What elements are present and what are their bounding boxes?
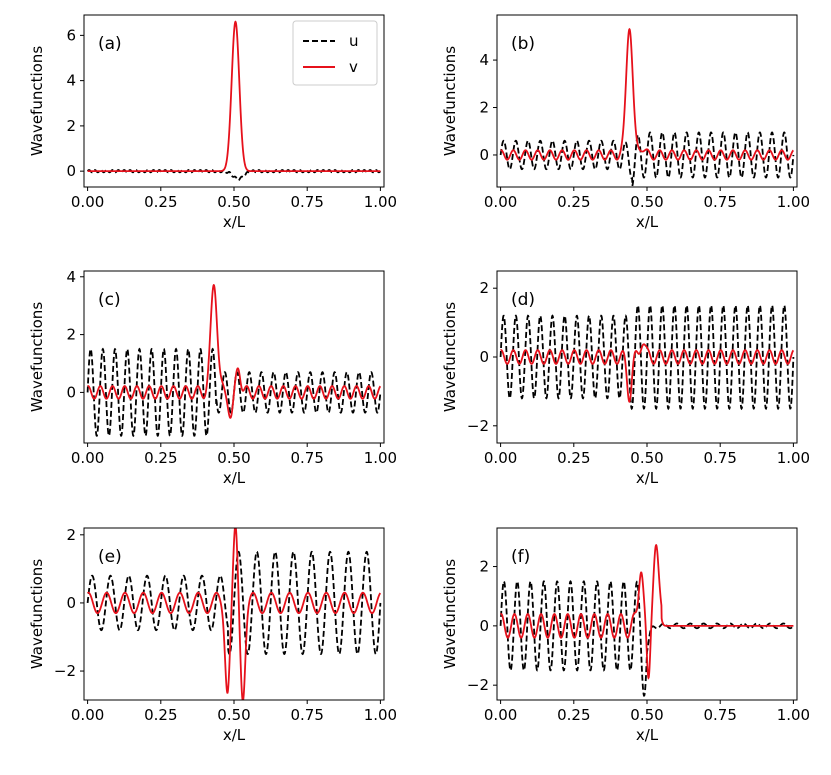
x-tick-label: 0.00 — [71, 449, 104, 467]
y-axis-label: Wavefunctions — [441, 302, 459, 412]
x-tick-label: 0.50 — [217, 193, 250, 211]
panel-label: (b) — [511, 34, 535, 54]
axes-frame — [83, 270, 385, 444]
x-tick-label: 0.50 — [630, 706, 663, 724]
y-axis-label: Wavefunctions — [28, 302, 46, 412]
x-tick-label: 0.25 — [144, 449, 177, 467]
y-tick-label: 4 — [66, 72, 76, 90]
x-tick-label: 1.00 — [364, 706, 397, 724]
x-tick-label: 0.25 — [557, 193, 590, 211]
y-tick-label: 2 — [66, 526, 76, 544]
x-tick-label: 0.75 — [703, 449, 736, 467]
y-axis-label: Wavefunctions — [28, 46, 46, 156]
x-axis-label: x/L — [223, 213, 246, 231]
series-line-v — [500, 343, 795, 403]
series-line-u — [499, 303, 795, 411]
series-line-u — [86, 169, 382, 182]
y-tick-label: −2 — [467, 417, 489, 435]
x-axis-label: x/L — [636, 469, 659, 487]
y-tick-label: 2 — [479, 558, 489, 576]
y-tick-label: 0 — [66, 594, 76, 612]
y-tick-label: 2 — [66, 117, 76, 135]
y-tick-label: 0 — [66, 162, 76, 180]
y-tick-label: 2 — [479, 279, 489, 297]
series-line-v — [87, 528, 382, 700]
x-tick-label: 0.75 — [703, 193, 736, 211]
y-axis-label: Wavefunctions — [441, 559, 459, 669]
y-tick-label: −2 — [467, 676, 489, 694]
series-line-v — [499, 543, 794, 680]
x-axis-label: x/L — [636, 213, 659, 231]
x-tick-label: 0.25 — [557, 706, 590, 724]
x-tick-label: 0.75 — [290, 449, 323, 467]
series-line-u — [86, 550, 382, 656]
series-line-v — [500, 27, 794, 161]
x-axis-label: x/L — [223, 726, 246, 744]
y-tick-label: 0 — [479, 146, 489, 164]
x-tick-label: 0.25 — [144, 706, 177, 724]
x-tick-label: 0.00 — [484, 193, 517, 211]
y-tick-label: 2 — [66, 326, 76, 344]
x-axis-label: x/L — [636, 726, 659, 744]
x-tick-label: 0.75 — [290, 193, 323, 211]
legend: uv — [292, 20, 378, 86]
series-line-v — [87, 20, 381, 173]
y-tick-label: 0 — [479, 348, 489, 366]
panel-d: 0.00 0.25 0.50 0.75 1.00 −2 0 2 x/L Wavefunctions… — [441, 270, 810, 487]
y-tick-label: 4 — [66, 268, 76, 286]
legend-label-u: u — [349, 32, 359, 50]
panel-c: 0.00 0.25 0.50 0.75 1.00 0 2 4 x/L Wavefunctions (… — [28, 268, 397, 487]
y-tick-label: 0 — [479, 617, 489, 635]
x-tick-label: 0.25 — [557, 449, 590, 467]
x-tick-label: 1.00 — [364, 193, 397, 211]
x-tick-label: 0.50 — [630, 449, 663, 467]
panel-e: 0.00 0.25 0.50 0.75 1.00 −2 0 2 x/L Wavefunctions… — [28, 526, 397, 744]
panel-label: (e) — [98, 547, 122, 567]
x-tick-label: 0.00 — [484, 706, 517, 724]
legend-label-v: v — [349, 58, 358, 76]
panel-f: 0.00 0.25 0.50 0.75 1.00 −2 0 2 x/L Wavefunctions… — [441, 527, 810, 744]
x-tick-label: 0.50 — [630, 193, 663, 211]
panel-label: (c) — [98, 290, 121, 310]
legend-box — [292, 20, 378, 86]
y-axis-label: Wavefunctions — [441, 46, 459, 156]
x-tick-label: 1.00 — [364, 449, 397, 467]
panel-label: (d) — [511, 290, 535, 310]
x-tick-label: 0.00 — [71, 706, 104, 724]
x-tick-label: 0.25 — [144, 193, 177, 211]
panel-a: 0.00 0.25 0.50 0.75 1.00 0 2 4 6 x/L Wavefunctions… — [28, 14, 397, 231]
y-tick-label: −2 — [54, 662, 76, 680]
x-axis-label: x/L — [223, 469, 246, 487]
x-tick-label: 1.00 — [777, 706, 810, 724]
x-tick-label: 0.75 — [703, 706, 736, 724]
series-line-u — [499, 131, 795, 187]
panel-label: (a) — [98, 34, 122, 54]
y-tick-label: 4 — [479, 51, 489, 69]
x-tick-label: 0.50 — [217, 706, 250, 724]
x-tick-label: 0.00 — [484, 449, 517, 467]
series-line-u — [86, 347, 382, 438]
x-tick-label: 0.50 — [217, 449, 250, 467]
x-tick-label: 1.00 — [777, 449, 810, 467]
y-tick-label: 2 — [479, 99, 489, 117]
x-tick-label: 0.00 — [71, 193, 104, 211]
x-tick-label: 0.75 — [290, 706, 323, 724]
series-line-v — [87, 284, 382, 419]
panel-label: (f) — [511, 547, 530, 567]
y-tick-label: 6 — [66, 26, 76, 44]
x-tick-label: 1.00 — [777, 193, 810, 211]
panel-b: 0.00 0.25 0.50 0.75 1.00 0 2 4 x/L Wavefunctions (… — [441, 14, 810, 231]
y-axis-label: Wavefunctions — [28, 559, 46, 669]
y-tick-label: 0 — [66, 383, 76, 401]
